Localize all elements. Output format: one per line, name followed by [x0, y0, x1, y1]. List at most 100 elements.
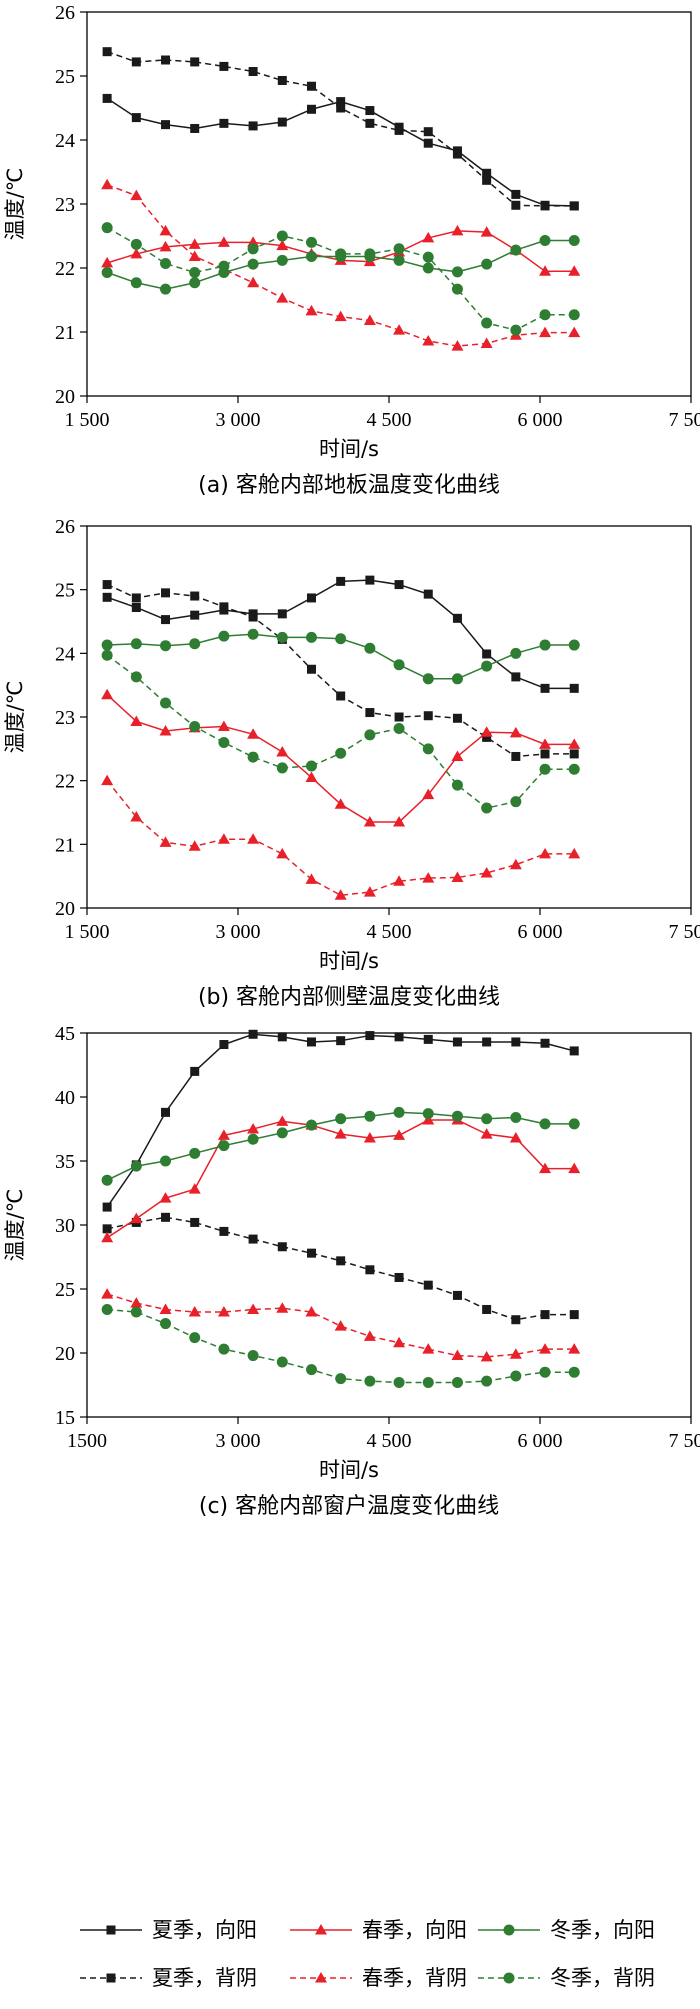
legend-marker [315, 1924, 327, 1935]
data-point [130, 247, 143, 259]
data-point [394, 712, 404, 722]
y-tick-label: 23 [55, 194, 75, 216]
data-point [190, 1066, 200, 1076]
data-point [451, 1349, 464, 1361]
data-point [509, 726, 522, 738]
x-tick-label: 4 500 [367, 1430, 412, 1452]
data-point [247, 728, 260, 739]
y-tick-label: 15 [55, 1407, 75, 1429]
legend-label: 冬季，背阴 [550, 1966, 655, 1990]
data-point [130, 1306, 142, 1318]
series-line-6 [106, 227, 575, 331]
data-point [511, 672, 521, 682]
series-line-2 [106, 50, 575, 207]
x-axis-label: 时间/s [319, 437, 379, 461]
x-tick-label: 6 000 [518, 409, 563, 431]
data-point [393, 875, 406, 886]
data-point [130, 1297, 143, 1308]
data-point [159, 240, 172, 252]
data-point [393, 254, 405, 266]
data-point [480, 226, 493, 237]
series-line-2 [106, 583, 575, 758]
x-tick-label: 3 000 [216, 921, 261, 943]
data-point [190, 610, 200, 620]
data-point [364, 1110, 376, 1122]
data-point [101, 222, 113, 234]
data-point [365, 708, 375, 718]
data-point [568, 265, 581, 276]
data-point [160, 1155, 172, 1167]
data-point [130, 715, 143, 726]
data-point [393, 243, 405, 255]
data-point [102, 1224, 112, 1234]
legend-label: 夏季，向阳 [152, 1918, 257, 1942]
data-point [481, 1375, 493, 1387]
data-point [481, 258, 493, 270]
data-point [393, 1106, 405, 1118]
data-point [305, 873, 318, 884]
data-point [306, 104, 316, 114]
data-point [481, 802, 493, 814]
data-point [569, 201, 579, 211]
x-axis-label: 时间/s [319, 1458, 379, 1482]
data-point [422, 872, 435, 883]
data-point [451, 779, 463, 791]
data-point [423, 589, 433, 599]
series-line-4 [106, 184, 575, 347]
data-point [481, 660, 493, 672]
data-point [218, 1343, 230, 1355]
data-point [539, 1162, 552, 1174]
data-point [423, 127, 433, 137]
data-point [511, 751, 521, 761]
data-point [336, 103, 346, 113]
data-point [102, 592, 112, 602]
data-point [335, 633, 347, 645]
y-axis-label: 温度/℃ [3, 681, 27, 754]
data-point [188, 238, 201, 249]
data-point [131, 602, 141, 612]
data-point [161, 615, 171, 625]
data-point [569, 749, 579, 759]
data-point [277, 1242, 287, 1252]
x-tick-label: 7 500 [669, 921, 700, 943]
data-point [217, 1129, 230, 1140]
data-point [452, 149, 462, 159]
data-point [102, 47, 112, 57]
data-point [101, 1303, 113, 1315]
y-tick-label: 21 [55, 834, 75, 856]
data-point [393, 1376, 405, 1388]
data-point [336, 97, 346, 107]
data-point [568, 234, 580, 246]
chart-panel-3: 1500 3 000 4 500 6 000 7 500 15 20 25 30 35 40 45 时间… [3, 1023, 700, 1519]
plot-frame [86, 1032, 692, 1418]
data-point [130, 277, 142, 289]
data-point [452, 1037, 462, 1047]
legend-label: 夏季，背阴 [152, 1966, 257, 1990]
data-point [422, 262, 434, 274]
data-point [422, 788, 435, 800]
data-point [159, 836, 172, 847]
data-point [568, 1366, 580, 1378]
data-point [423, 1280, 433, 1290]
data-point [393, 659, 405, 671]
data-point [539, 763, 551, 775]
data-point [394, 1272, 404, 1282]
data-point [364, 729, 376, 741]
data-point [218, 260, 230, 272]
y-tick-label: 21 [55, 322, 75, 344]
data-point [511, 1037, 521, 1047]
legend-label: 春季，背阴 [362, 1966, 467, 1990]
data-point [190, 1217, 200, 1227]
data-point [539, 326, 552, 338]
y-tick-label: 25 [55, 580, 75, 602]
data-point [540, 201, 550, 211]
data-point [482, 168, 492, 178]
data-point [363, 1131, 376, 1143]
data-point [393, 324, 406, 335]
data-point [305, 760, 317, 772]
data-point [276, 1115, 289, 1126]
data-point [451, 224, 464, 236]
data-point [217, 720, 230, 732]
data-point [160, 697, 172, 709]
